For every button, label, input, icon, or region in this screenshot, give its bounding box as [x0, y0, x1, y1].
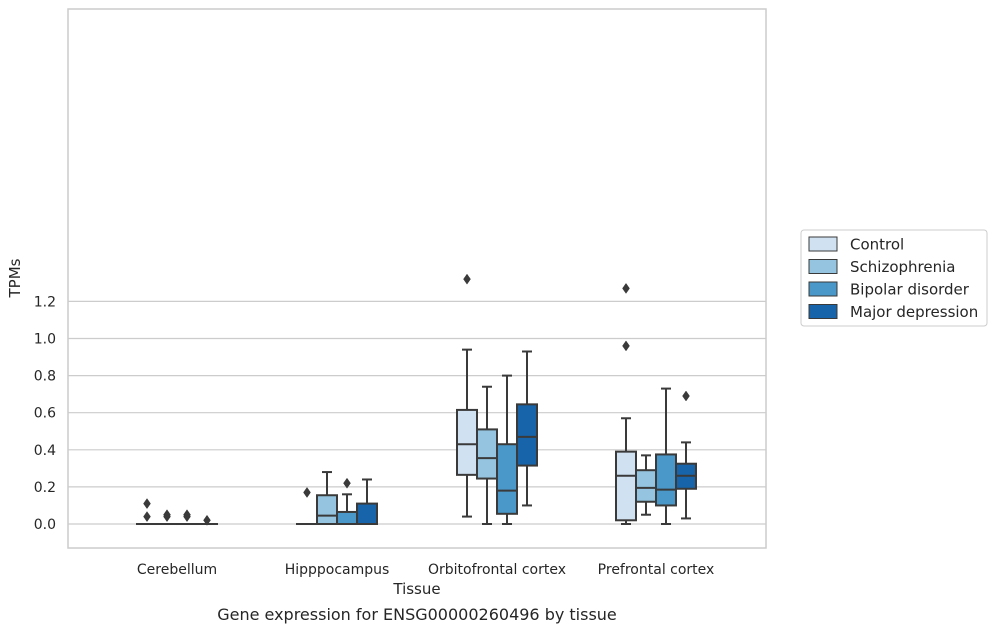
plot-frame — [67, 8, 767, 549]
y-axis-label: TPMs — [6, 258, 24, 298]
outlier-point — [343, 477, 351, 489]
legend-swatch — [808, 304, 838, 319]
y-tick-label: 0.2 — [34, 480, 56, 496]
box — [516, 403, 538, 467]
legend: Control Schizophrenia Bipolar disorder Majo… — [800, 229, 988, 327]
y-tick-label: 0.8 — [34, 369, 56, 385]
legend-label: Control — [850, 236, 904, 254]
x-tick-label: Cerebellum — [137, 562, 217, 578]
gridlines — [68, 300, 766, 525]
box-series — [136, 273, 697, 526]
outlier-point — [682, 390, 690, 402]
series-major-depression — [196, 350, 697, 526]
box — [496, 443, 518, 515]
legend-label: Bipolar disorder — [850, 281, 970, 299]
outlier-point — [203, 514, 211, 526]
box — [316, 494, 338, 525]
box — [615, 450, 637, 522]
x-axis-label: Tissue — [392, 580, 440, 598]
legend-label: Major depression — [850, 303, 978, 321]
outlier-point — [622, 282, 630, 294]
y-tick-labels: 0.0 0.2 0.4 0.6 0.8 1.0 1.2 — [34, 294, 56, 533]
outlier-point — [163, 511, 171, 523]
legend-label: Schizophrenia — [850, 258, 955, 276]
y-tick-label: 0.0 — [34, 517, 56, 533]
box — [336, 510, 358, 526]
box — [655, 453, 677, 507]
outlier-point — [143, 511, 151, 523]
outlier-point — [143, 498, 151, 510]
y-tick-label: 0.4 — [34, 443, 56, 459]
box — [635, 469, 657, 503]
legend-frame — [800, 229, 988, 327]
legend-swatch — [808, 259, 838, 274]
legend-swatch — [808, 236, 838, 252]
legend-swatch — [808, 281, 838, 297]
box — [476, 428, 498, 480]
x-tick-labels: Cerebellum Hipppocampus Orbitofrontal cort… — [137, 562, 714, 578]
chart-caption: Gene expression for ENSG00000260496 by t… — [217, 605, 617, 624]
y-tick-label: 1.0 — [34, 332, 56, 348]
outlier-point — [463, 273, 471, 285]
x-tick-label: Hipppocampus — [285, 562, 390, 578]
outlier-point — [622, 340, 630, 352]
outlier-point — [183, 511, 191, 523]
series-schizophrenia — [156, 385, 657, 526]
outlier-point — [303, 487, 311, 498]
y-tick-label: 0.6 — [34, 406, 56, 422]
x-tick-label: Orbitofrontal cortex — [428, 562, 566, 578]
x-tick-label: Prefrontal cortex — [598, 562, 715, 578]
y-tick-label: 1.2 — [34, 294, 56, 310]
box — [356, 502, 378, 526]
box — [456, 408, 478, 476]
